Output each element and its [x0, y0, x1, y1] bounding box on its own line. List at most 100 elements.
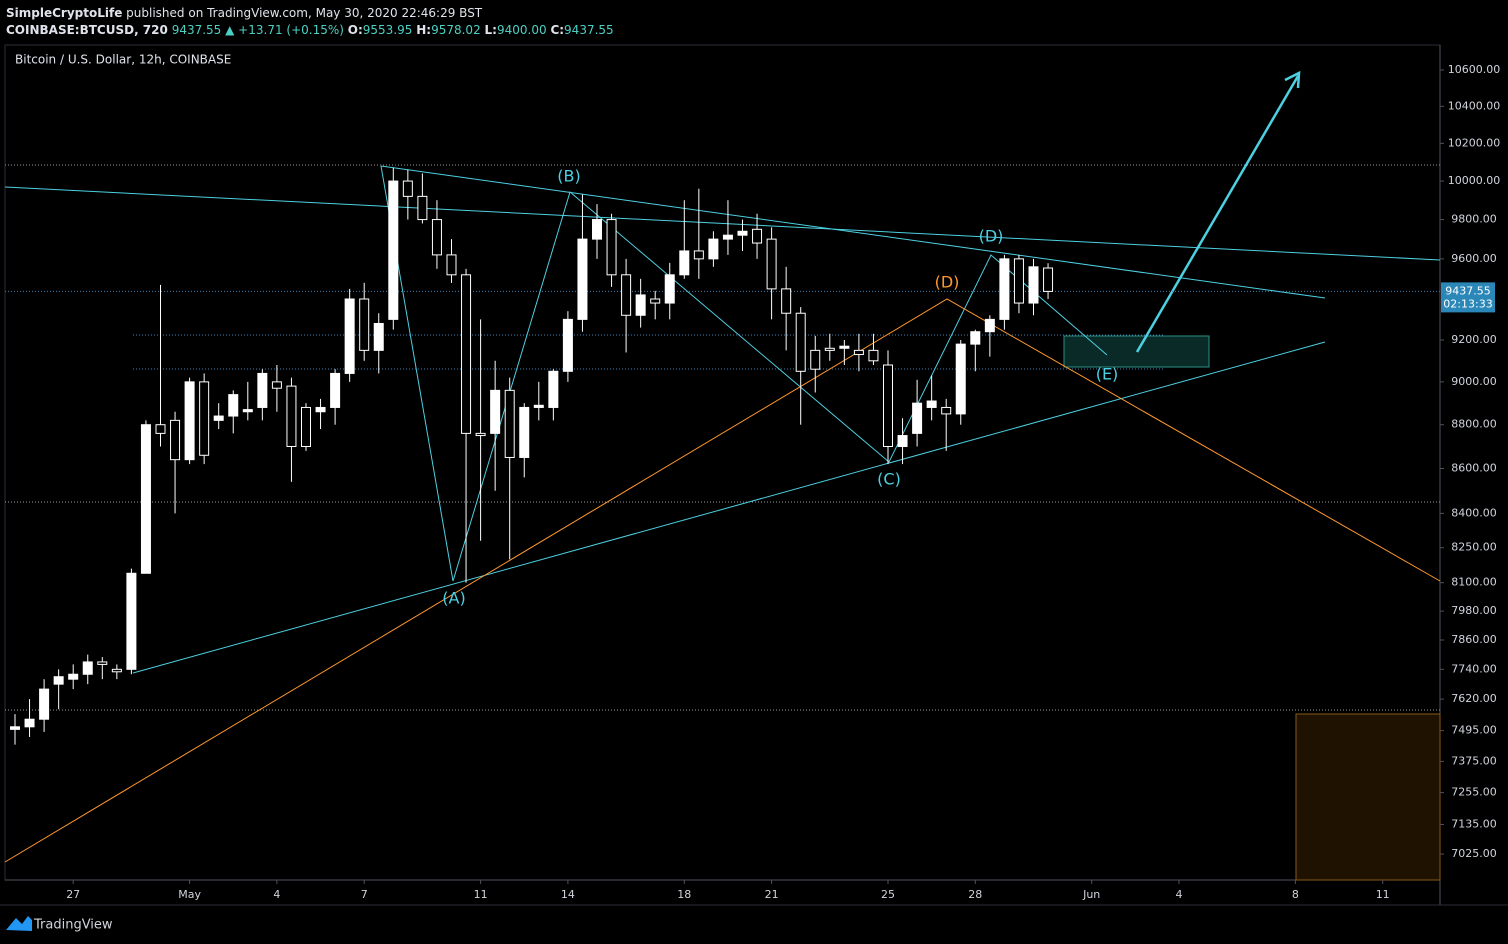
label-c: (C) [877, 470, 901, 489]
price-badge [1441, 282, 1495, 313]
arrow-head [1284, 70, 1301, 89]
candle-body [1043, 267, 1054, 292]
orange-line [4, 298, 1441, 863]
candle-body [184, 381, 195, 461]
y-tick-label: 7495.00 [1451, 724, 1497, 737]
candle-body [955, 343, 966, 415]
candle-body [941, 406, 952, 415]
y-tick-label: 7255.00 [1451, 786, 1497, 799]
candle-body [431, 219, 442, 256]
candle-body [679, 250, 690, 276]
countdown: 02:13:33 [1443, 297, 1492, 310]
candle-body [53, 676, 64, 685]
x-tick-label: May [178, 888, 201, 901]
candle-body [999, 258, 1010, 320]
candle-body [693, 250, 704, 260]
candle-body [897, 435, 908, 447]
candle-body [737, 230, 748, 236]
x-tick-label: 25 [881, 888, 895, 901]
candle-body [781, 288, 792, 314]
y-tick-label: 10400.00 [1448, 99, 1501, 112]
candle-body [359, 298, 370, 351]
x-tick-label: 11 [474, 888, 488, 901]
candle-body [970, 331, 981, 345]
x-tick-label: 28 [968, 888, 982, 901]
trend-line [380, 165, 1326, 299]
l-label: L: [485, 23, 497, 37]
trend-line [132, 341, 1326, 674]
y-tick-label: 7025.00 [1451, 847, 1497, 860]
x-tick-label: 4 [273, 888, 280, 901]
candle-body [766, 238, 777, 290]
y-tick-label: 8600.00 [1451, 462, 1497, 475]
candle-body [810, 349, 821, 370]
candle-body [111, 668, 122, 673]
y-tick-label: 10600.00 [1448, 63, 1501, 76]
candle-body [621, 274, 632, 316]
x-tick-label: 27 [66, 888, 80, 901]
author: SimpleCryptoLife [6, 6, 122, 20]
y-tick-label: 7620.00 [1451, 692, 1497, 705]
l: 9400.00 [497, 23, 547, 37]
candle-body [388, 180, 399, 320]
candle-body [752, 228, 763, 244]
candle-body [140, 424, 151, 574]
candle-body [562, 318, 573, 372]
label-d-alt: (D) [935, 273, 960, 292]
candle-body [373, 322, 384, 351]
candle-body [519, 406, 530, 458]
x-tick-label: 7 [361, 888, 368, 901]
candle-body [417, 195, 428, 221]
candle-body [97, 661, 108, 665]
y-tick-label: 8800.00 [1451, 418, 1497, 431]
candle-body [344, 298, 355, 374]
candle-body [315, 406, 326, 413]
candle-body [286, 385, 297, 447]
candle-body [722, 234, 733, 240]
symbol: COINBASE:BTCUSD, 720 [6, 23, 168, 37]
x-tick-label: 11 [1376, 888, 1390, 901]
marks: 10600.00 10400.00 10200.00 10000.00 9800.00 9… [5, 63, 1500, 901]
x-tick-label: 14 [561, 888, 575, 901]
candle-body [1028, 266, 1039, 304]
x-tick-label: Jun [1082, 888, 1100, 901]
candle-body [475, 432, 486, 437]
candle-body [926, 400, 937, 408]
candle-body [402, 180, 413, 197]
y-tick-label: 7375.00 [1451, 754, 1497, 767]
h: 9578.02 [431, 23, 481, 37]
candle-body [155, 424, 166, 434]
candle-body [504, 389, 515, 458]
logo [6, 916, 32, 931]
chart-title: Bitcoin / U.S. Dollar, 12h, COINBASE [15, 53, 231, 67]
y-tick-label: 9000.00 [1451, 375, 1497, 388]
label-e: (E) [1096, 365, 1119, 384]
wave-line [380, 165, 1108, 582]
label-a: (A) [442, 589, 465, 608]
candle-body [242, 409, 253, 413]
candle-body [533, 404, 544, 408]
candle-body [330, 372, 341, 408]
candle-body [461, 274, 472, 434]
o: 9553.95 [363, 23, 413, 37]
y-tick-label: 7980.00 [1451, 604, 1497, 617]
candle-body [708, 238, 719, 260]
x-tick-label: 18 [677, 888, 691, 901]
price-badge-label: 9437.55 [1445, 284, 1491, 297]
candle-body [10, 726, 20, 730]
c-label: C: [550, 23, 564, 37]
y-tick-label: 9200.00 [1451, 333, 1497, 346]
candle-body [883, 364, 893, 447]
candle-body [606, 219, 617, 276]
ohlc-line: COINBASE:BTCUSD, 720 9437.55 ▲ +13.71 (+… [6, 23, 614, 37]
candle-body [257, 372, 268, 408]
label-b: (B) [557, 167, 580, 186]
y-tick-label: 7135.00 [1451, 817, 1497, 830]
candle-body [446, 254, 457, 276]
level-lines [5, 164, 1440, 711]
candle-body [868, 349, 879, 362]
y-tick-label: 7860.00 [1451, 633, 1497, 646]
brand: TradingView [33, 918, 113, 933]
